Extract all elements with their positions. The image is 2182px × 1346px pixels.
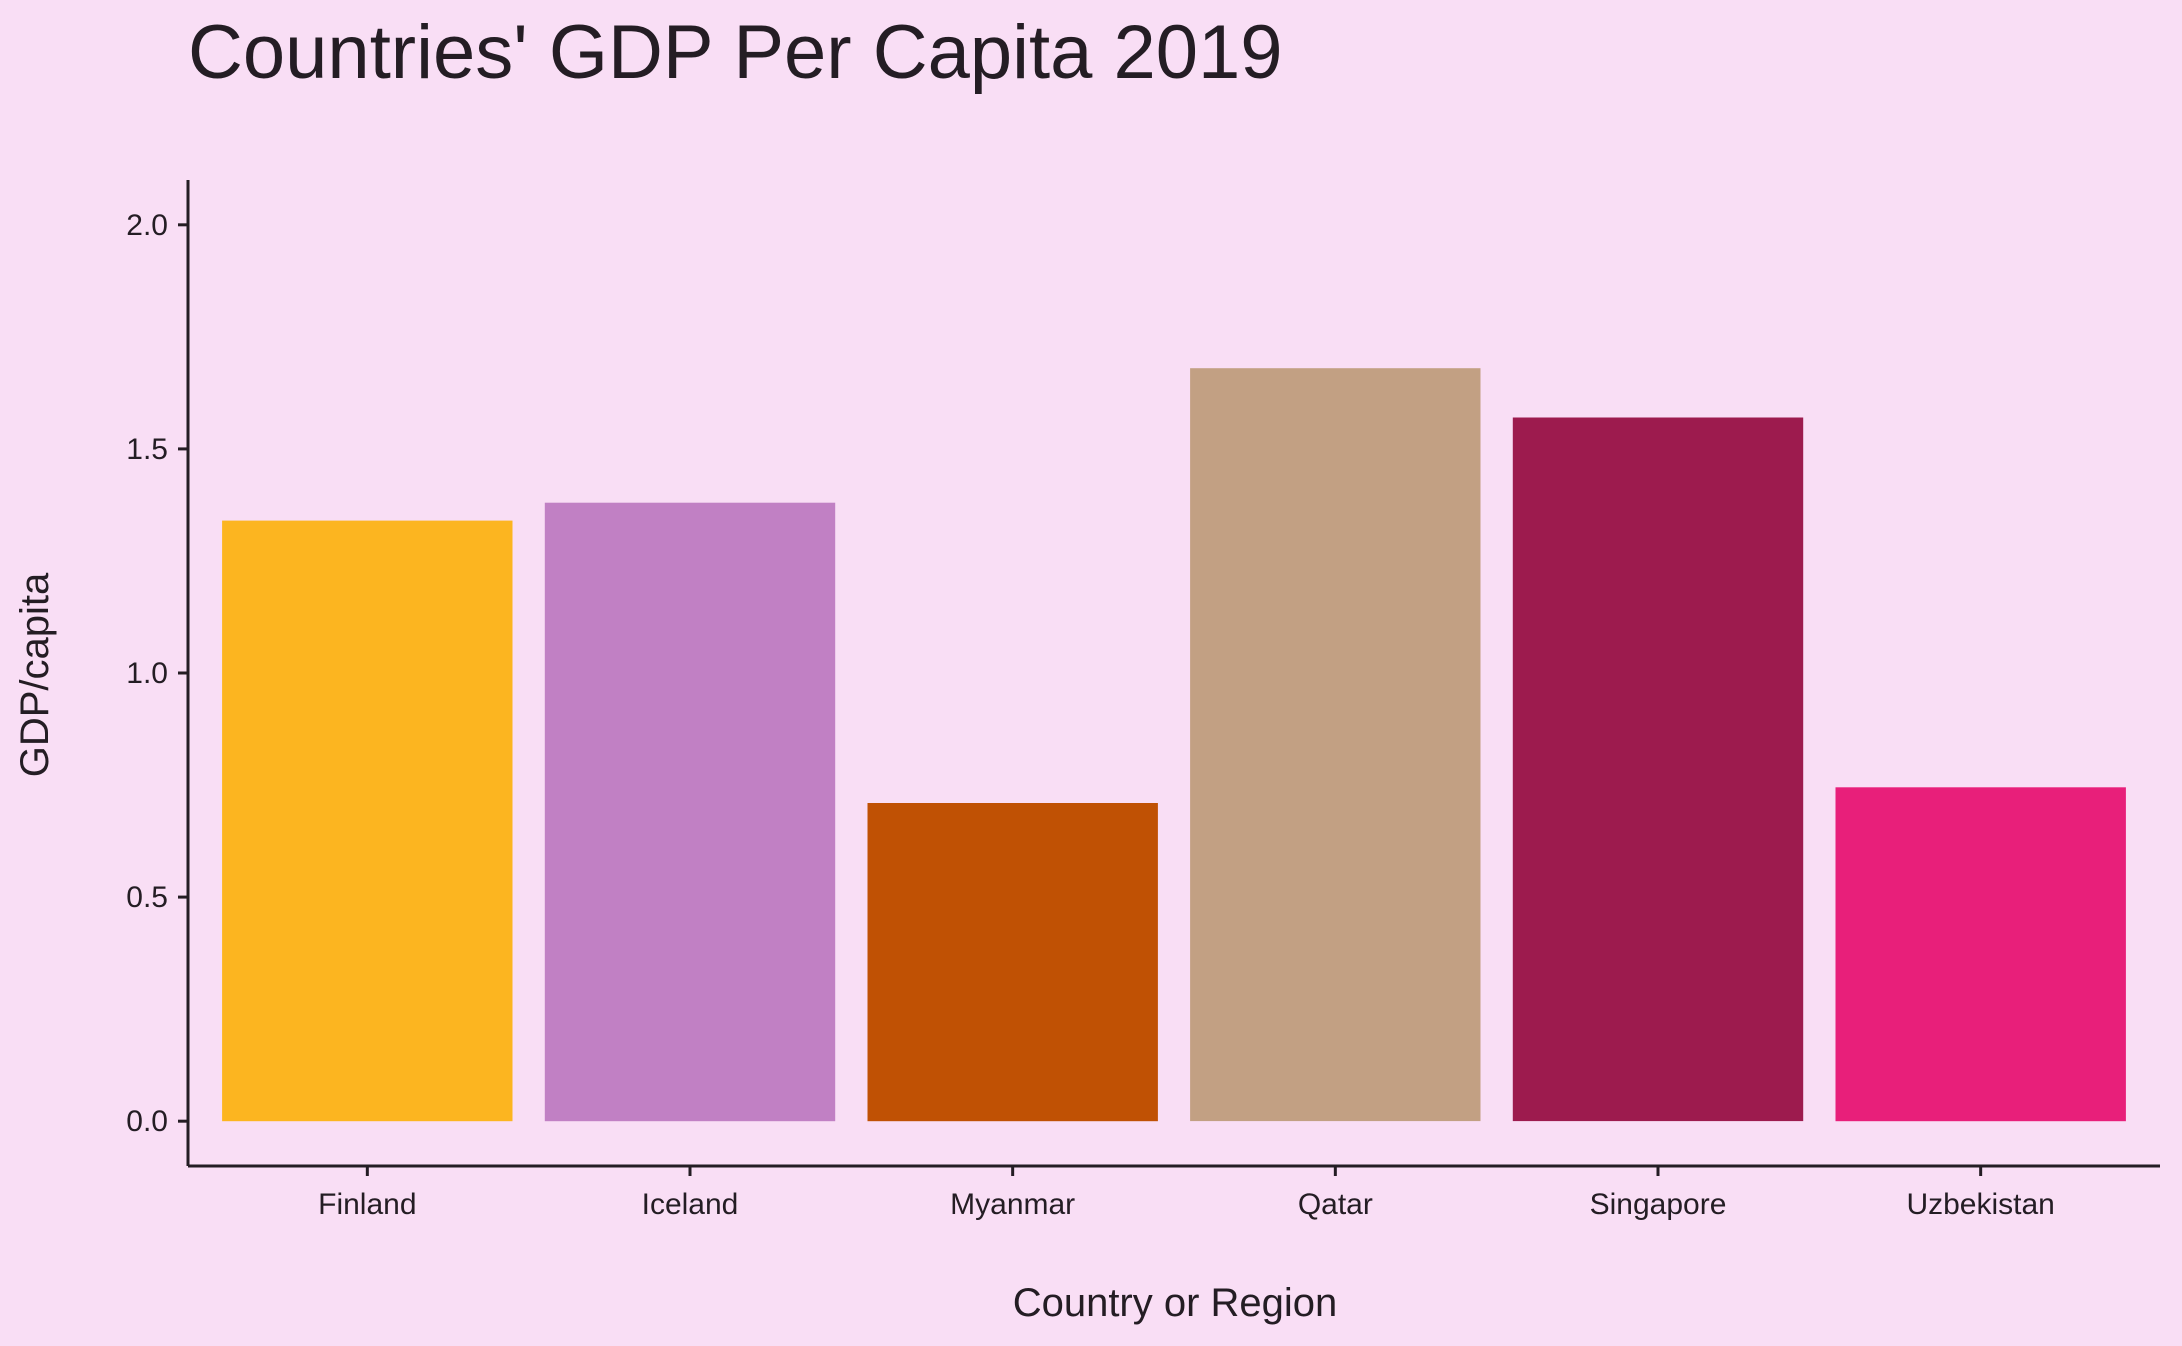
bar-uzbekistan [1835,787,2126,1122]
y-tick-label: 1.5 [126,433,168,466]
bars-group [222,368,2126,1122]
x-tick-label: Uzbekistan [1906,1188,2054,1221]
bar-singapore [1512,417,1804,1122]
bar-qatar [1190,368,1481,1122]
y-ticks-group: 0.0 0.5 1.0 1.5 2.0 [126,209,188,1138]
x-tick-label: Myanmar [950,1188,1075,1221]
y-axis-title: GDP/capita [13,572,57,777]
bar-iceland [544,502,836,1122]
x-tick-label: Qatar [1298,1188,1373,1221]
y-tick-label: 1.0 [126,657,168,690]
y-tick-label: 2.0 [126,209,168,242]
x-axis-title: Country or Region [1013,1281,1338,1325]
x-tick-label: Finland [318,1188,416,1221]
bar-myanmar [867,803,1158,1122]
x-tick-label: Singapore [1590,1188,1727,1221]
x-tick-label: Iceland [642,1188,739,1221]
bar-finland [222,520,513,1122]
y-tick-label: 0.0 [126,1105,168,1138]
chart-title: Countries' GDP Per Capita 2019 [188,10,1283,95]
y-tick-label: 0.5 [126,881,168,914]
x-ticks-group: Finland Iceland Myanmar Qatar Singapore Uzbek… [318,1166,2055,1221]
